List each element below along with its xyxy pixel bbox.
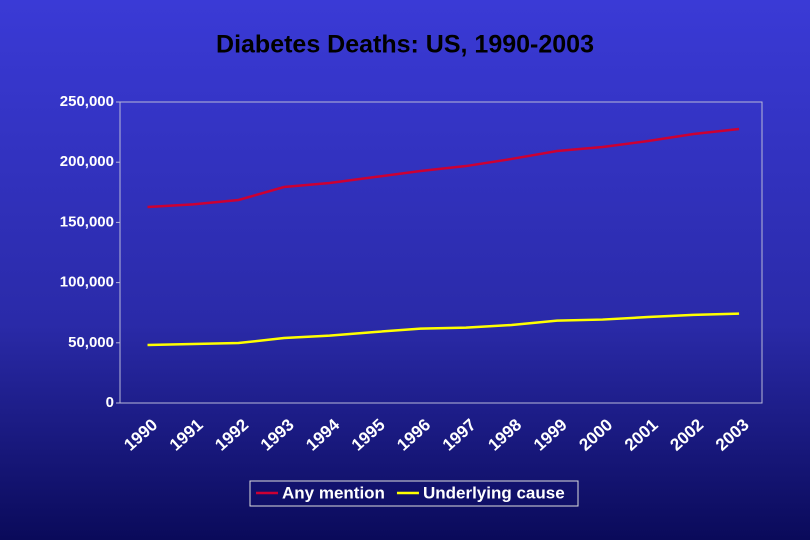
legend: Any mention Underlying cause	[249, 480, 579, 507]
legend-label: Any mention	[282, 483, 385, 502]
y-tick-label: 0	[106, 394, 114, 411]
y-tick-label: 100,000	[60, 274, 114, 291]
chart-title: Diabetes Deaths: US, 1990-2003	[216, 31, 594, 59]
legend-label: Underlying cause	[423, 483, 565, 502]
y-tick-label: 250,000	[60, 93, 114, 110]
y-tick-label: 150,000	[60, 213, 114, 230]
line	[147, 312, 740, 347]
plot-area	[119, 101, 763, 404]
y-tick-label: 200,000	[60, 153, 114, 170]
y-tick-label: 50,000	[68, 334, 114, 351]
line	[147, 127, 740, 209]
legend-box	[249, 480, 579, 507]
